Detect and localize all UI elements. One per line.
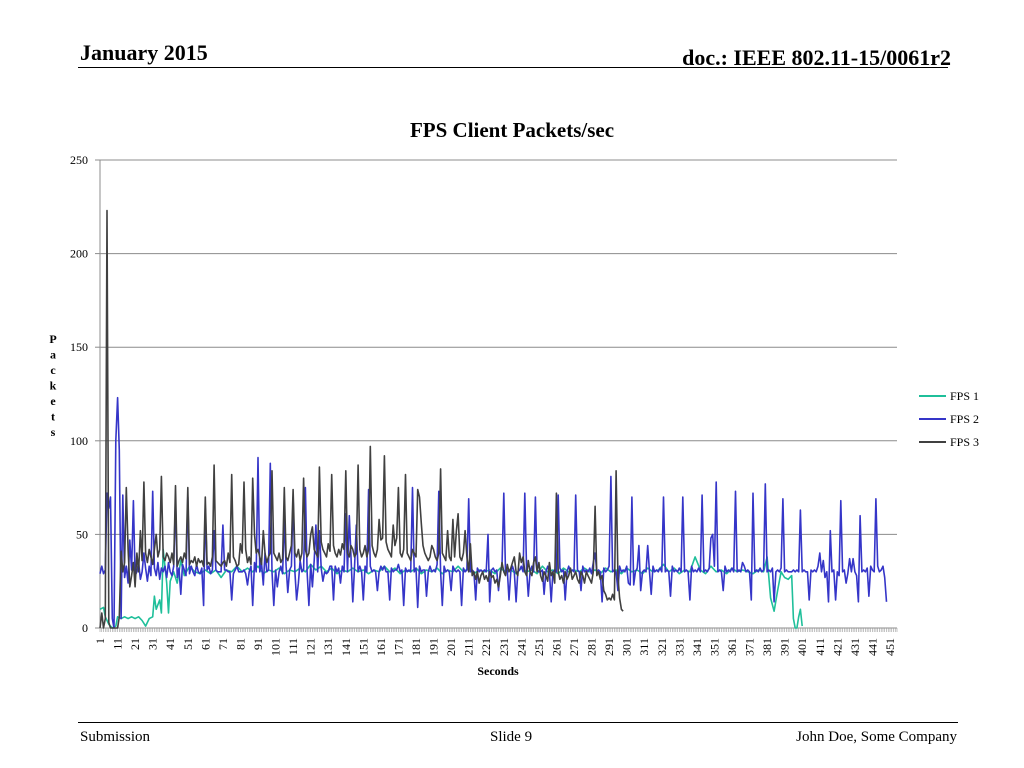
- y-axis-label-letter: s: [51, 425, 56, 439]
- series-line-3: [99, 209, 624, 629]
- y-axis-label-letter: c: [50, 363, 56, 377]
- x-tick-label-141: 141: [339, 638, 353, 656]
- x-tick-label-181: 181: [409, 638, 423, 656]
- x-tick-label-431: 431: [848, 638, 862, 656]
- y-axis-label-letter: k: [50, 379, 57, 393]
- header-doc-number: doc.: IEEE 802.11-15/0061r2: [682, 45, 951, 70]
- x-tick-label-231: 231: [497, 638, 511, 656]
- legend-label-1: FPS 1: [950, 389, 979, 403]
- x-tick-label-31: 31: [146, 638, 160, 650]
- series-line-2: [99, 396, 888, 629]
- x-tick-label-11: 11: [111, 638, 125, 650]
- x-tick-label-191: 191: [427, 638, 441, 656]
- y-tick-labels: 0 50 100 150 200 250: [70, 153, 88, 635]
- x-tick-label-391: 391: [778, 638, 792, 656]
- x-tick-label-371: 371: [743, 638, 757, 656]
- x-minor-ticks: [99, 628, 898, 632]
- x-tick-label-101: 101: [269, 638, 283, 656]
- x-tick-label-451: 451: [883, 638, 897, 656]
- legend-label-3: FPS 3: [950, 435, 979, 449]
- legend-label-2: FPS 2: [950, 412, 979, 426]
- x-tick-label-281: 281: [585, 638, 599, 656]
- x-tick-label-351: 351: [707, 638, 721, 656]
- legend: FPS 1 FPS 2 FPS 3: [919, 389, 979, 449]
- x-tick-label-291: 291: [602, 638, 616, 656]
- chart-title: FPS Client Packets/sec: [410, 118, 614, 142]
- x-tick-labels: 1 11 21 31 41 51 61 71 81 91 101 111 121 131 141 151 161…: [93, 638, 897, 656]
- x-tick-label-331: 331: [672, 638, 686, 656]
- x-tick-label-261: 261: [549, 638, 563, 656]
- x-tick-label-21: 21: [128, 638, 142, 650]
- y-tick-label-50: 50: [76, 527, 88, 541]
- x-tick-label-341: 341: [690, 638, 704, 656]
- x-tick-label-71: 71: [216, 638, 230, 650]
- x-tick-label-211: 211: [462, 638, 476, 656]
- x-tick-label-441: 441: [865, 638, 879, 656]
- x-tick-label-301: 301: [620, 638, 634, 656]
- x-tick-label-221: 221: [479, 638, 493, 656]
- y-tick-label-0: 0: [82, 621, 88, 635]
- footer-author: John Doe, Some Company: [796, 729, 957, 745]
- x-tick-label-361: 361: [725, 638, 739, 656]
- x-tick-label-111: 111: [286, 638, 300, 655]
- grid: [100, 159, 897, 535]
- x-tick-label-151: 151: [356, 638, 370, 656]
- y-axis-label-letter: P: [49, 332, 56, 346]
- footer-rule: [78, 722, 958, 723]
- y-axis-label-letter: a: [50, 348, 56, 362]
- y-tick-label-100: 100: [70, 434, 88, 448]
- x-tick-label-411: 411: [813, 638, 827, 656]
- x-tick-label-131: 131: [321, 638, 335, 656]
- x-tick-label-311: 311: [637, 638, 651, 656]
- footer-submission: Submission: [80, 729, 151, 745]
- y-axis-label-letter: e: [50, 394, 56, 408]
- x-tick-label-61: 61: [198, 638, 212, 650]
- x-tick-label-41: 41: [163, 638, 177, 650]
- x-tick-label-421: 421: [830, 638, 844, 656]
- y-axis-label-letter: t: [51, 410, 55, 424]
- header-date: January 2015: [80, 40, 208, 65]
- x-tick-label-321: 321: [655, 638, 669, 656]
- series-lines: [99, 209, 888, 629]
- y-tick-label-250: 250: [70, 153, 88, 167]
- x-tick-label-251: 251: [532, 638, 546, 656]
- y-axis-label: Packets: [49, 332, 56, 439]
- x-tick-label-171: 171: [391, 638, 405, 656]
- footer-slide-number: Slide 9: [490, 729, 533, 745]
- x-tick-label-81: 81: [233, 638, 247, 650]
- x-tick-label-121: 121: [304, 638, 318, 656]
- header-rule: [78, 67, 948, 68]
- x-tick-label-201: 201: [444, 638, 458, 656]
- x-tick-label-271: 271: [567, 638, 581, 656]
- y-tick-label-150: 150: [70, 340, 88, 354]
- x-tick-label-381: 381: [760, 638, 774, 656]
- x-tick-label-1: 1: [93, 638, 107, 644]
- x-tick-label-241: 241: [514, 638, 528, 656]
- x-tick-label-161: 161: [374, 638, 388, 656]
- x-tick-label-91: 91: [251, 638, 265, 650]
- y-tick-label-200: 200: [70, 247, 88, 261]
- x-axis-label: Seconds: [477, 664, 519, 678]
- x-tick-label-51: 51: [181, 638, 195, 650]
- x-tick-label-401: 401: [795, 638, 809, 656]
